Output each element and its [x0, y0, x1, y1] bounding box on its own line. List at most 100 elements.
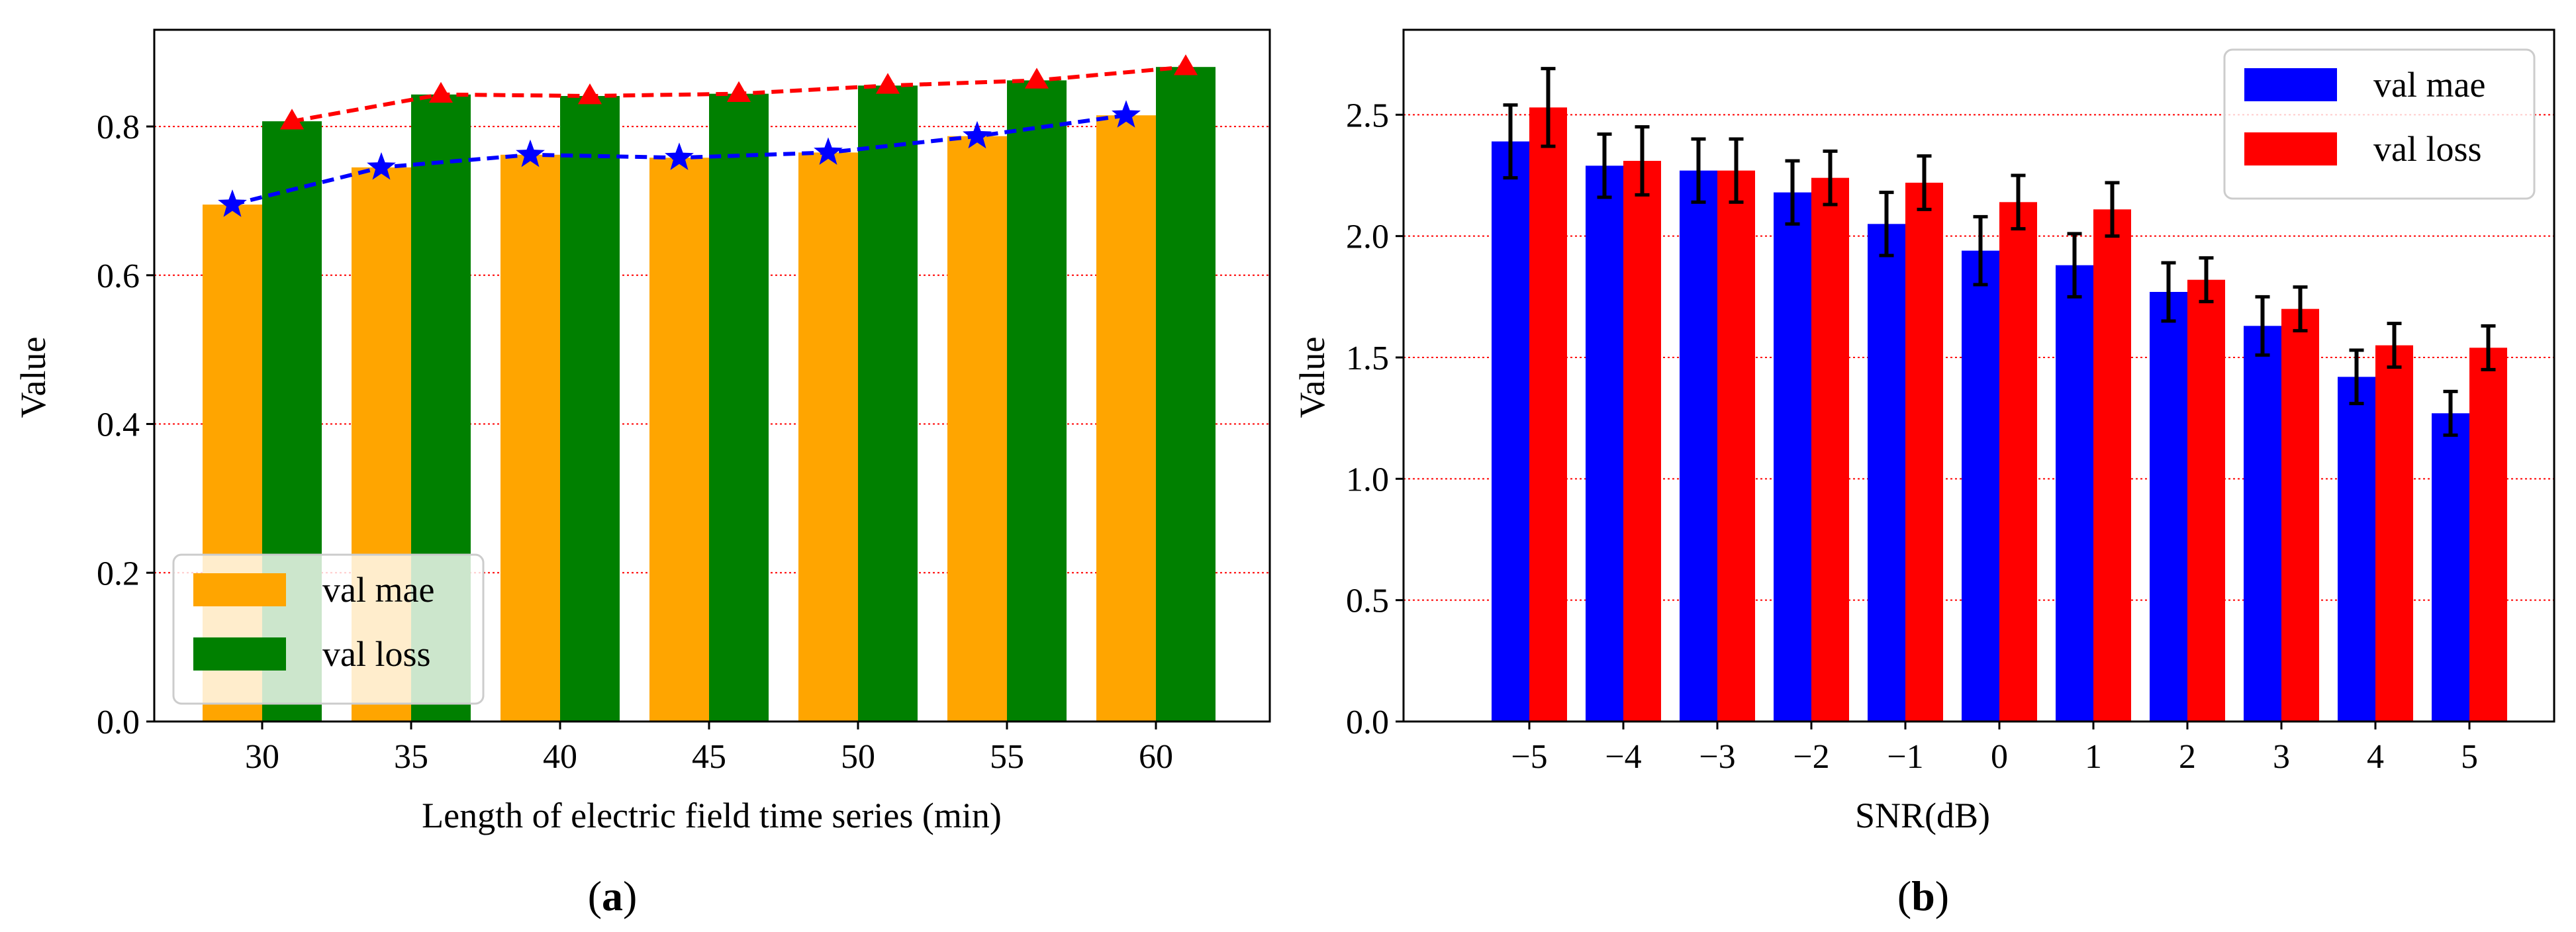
error-bar-val-mae	[1973, 214, 1988, 287]
chart-b-ytick-label: 0.5	[1346, 582, 1389, 620]
error-bar-val-mae	[2255, 295, 2270, 357]
bar-val-mae	[2056, 265, 2093, 722]
bar-val-loss	[1156, 67, 1216, 722]
chart-a-ytick-label: 0.8	[97, 109, 140, 146]
marker-val-mae	[218, 189, 247, 217]
marker-val-mae	[1112, 100, 1141, 128]
bar-val-loss	[1905, 183, 1943, 722]
bar-val-mae	[1492, 141, 1529, 722]
chart-b-xtick-label: 2	[2179, 738, 2196, 776]
bar-val-loss	[2093, 209, 2131, 722]
chart-a-trend-lines	[218, 54, 1198, 217]
chart-a-xtick-label: 55	[990, 738, 1024, 776]
chart-a-xtick-label: 45	[692, 738, 726, 776]
chart-panel-b: 0.0 0.5 1.0 1.5 2.0 2.5 −5 −4 −3 −2 −1 0 1 2 3 4 5 val m…	[1292, 28, 2555, 919]
bar-val-mae	[1096, 115, 1156, 722]
error-bar-val-loss	[2387, 322, 2402, 369]
error-bar-val-loss	[2481, 324, 2496, 371]
chart-b-xlabel: SNR(dB)	[1855, 796, 1990, 835]
marker-val-loss	[875, 73, 900, 94]
chart-b-xtick-label: −2	[1793, 738, 1829, 776]
bar-val-mae	[1586, 165, 1623, 722]
bar-val-loss	[709, 93, 769, 722]
chart-b-ytick-label: 1.5	[1346, 340, 1389, 377]
chart-a-ytick-label: 0.0	[97, 704, 140, 741]
marker-val-mae	[367, 152, 396, 180]
bar-val-loss	[2187, 279, 2225, 722]
chart-b-ylabel: Value	[1292, 337, 1332, 418]
chart-a-ytick-label: 0.2	[97, 555, 140, 592]
chart-b-ytick-label: 2.0	[1346, 218, 1389, 256]
error-bar-val-loss	[1541, 67, 1556, 148]
bar-val-loss	[1717, 170, 1755, 722]
chart-b-ytick-label: 0.0	[1346, 704, 1389, 741]
bar-val-loss	[858, 85, 918, 722]
error-bar-val-loss	[1917, 154, 1932, 211]
chart-a-xtick-label: 60	[1139, 738, 1173, 776]
error-bar-val-mae	[2443, 389, 2458, 437]
error-bar-val-mae	[1597, 132, 1612, 199]
panel-a-caption: (a)	[588, 872, 638, 919]
chart-b-xtick-label: 0	[1991, 738, 2008, 776]
chart-a-legend: val mae val loss	[172, 553, 485, 705]
chart-b-xtick-label: 3	[2273, 738, 2290, 776]
marker-val-loss	[1024, 68, 1049, 89]
chart-a-ytick-label: 0.4	[97, 406, 140, 444]
chart-b-xtick-label: −3	[1699, 738, 1735, 776]
chart-b-xtick-label: 1	[2085, 738, 2102, 776]
chart-a-xtick-label: 35	[394, 738, 428, 776]
bar-val-mae	[947, 136, 1007, 722]
bar-val-loss	[2375, 345, 2413, 722]
chart-a-xtick-label: 30	[245, 738, 279, 776]
chart-a-ytick-label: 0.6	[97, 257, 140, 295]
error-bar-val-loss	[2199, 256, 2214, 304]
chart-b-xtick-label: −4	[1605, 738, 1641, 776]
marker-val-loss	[279, 109, 305, 130]
error-bar-val-mae	[1503, 103, 1518, 180]
bar-val-loss	[1811, 177, 1849, 722]
chart-a-ylabel: Value	[13, 337, 53, 418]
marker-val-mae	[963, 120, 992, 149]
chart-b-xtick-label: −1	[1887, 738, 1923, 776]
marker-val-loss	[577, 83, 602, 105]
chart-a-xtick-label: 40	[543, 738, 577, 776]
error-bar-val-loss	[1635, 125, 1650, 197]
bar-val-loss	[1623, 161, 1661, 722]
error-bar-val-mae	[2349, 348, 2364, 406]
bar-val-loss	[1529, 107, 1567, 722]
error-bar-val-loss	[2105, 181, 2120, 238]
legend-label-val-loss: val loss	[2373, 129, 2482, 169]
bar-val-mae	[1774, 192, 1811, 722]
chart-b-bars	[1492, 107, 2507, 722]
chart-a-xtick-label: 50	[841, 738, 875, 776]
chart-b-xtick-label: 4	[2367, 738, 2384, 776]
chart-b-xtick-label: −5	[1511, 738, 1547, 776]
bar-val-mae	[2338, 377, 2375, 722]
marker-val-loss	[1173, 54, 1198, 75]
marker-val-loss	[428, 81, 453, 103]
error-bar-val-loss	[2293, 285, 2308, 333]
legend-swatch-val-loss	[193, 637, 286, 671]
chart-b-error-bars	[1503, 67, 2496, 437]
chart-b-axes: 0.0 0.5 1.0 1.5 2.0 2.5 −5 −4 −3 −2 −1 0 1 2 3 4 5	[1346, 28, 2555, 776]
bar-val-loss	[1999, 202, 2037, 722]
panel-b-caption: (b)	[1897, 872, 1949, 919]
error-bar-val-mae	[1785, 159, 1800, 226]
legend-label-val-mae: val mae	[322, 570, 434, 610]
marker-val-mae	[665, 142, 694, 170]
chart-a-xlabel: Length of electric field time series (mi…	[422, 796, 1002, 835]
legend-label-val-mae: val mae	[2373, 65, 2485, 105]
bar-val-mae	[649, 158, 709, 722]
bar-val-loss	[1007, 80, 1067, 722]
marker-val-mae	[516, 139, 545, 167]
error-bar-val-loss	[1729, 137, 1744, 204]
legend-swatch-val-mae	[193, 573, 286, 606]
chart-b-xtick-label: 5	[2461, 738, 2478, 776]
error-bar-val-loss	[2011, 173, 2026, 231]
error-bar-val-mae	[1691, 137, 1706, 204]
bar-val-loss	[2281, 308, 2319, 722]
chart-b-ytick-label: 2.5	[1346, 97, 1389, 134]
marker-val-mae	[814, 137, 843, 165]
bar-val-mae	[1962, 250, 1999, 722]
